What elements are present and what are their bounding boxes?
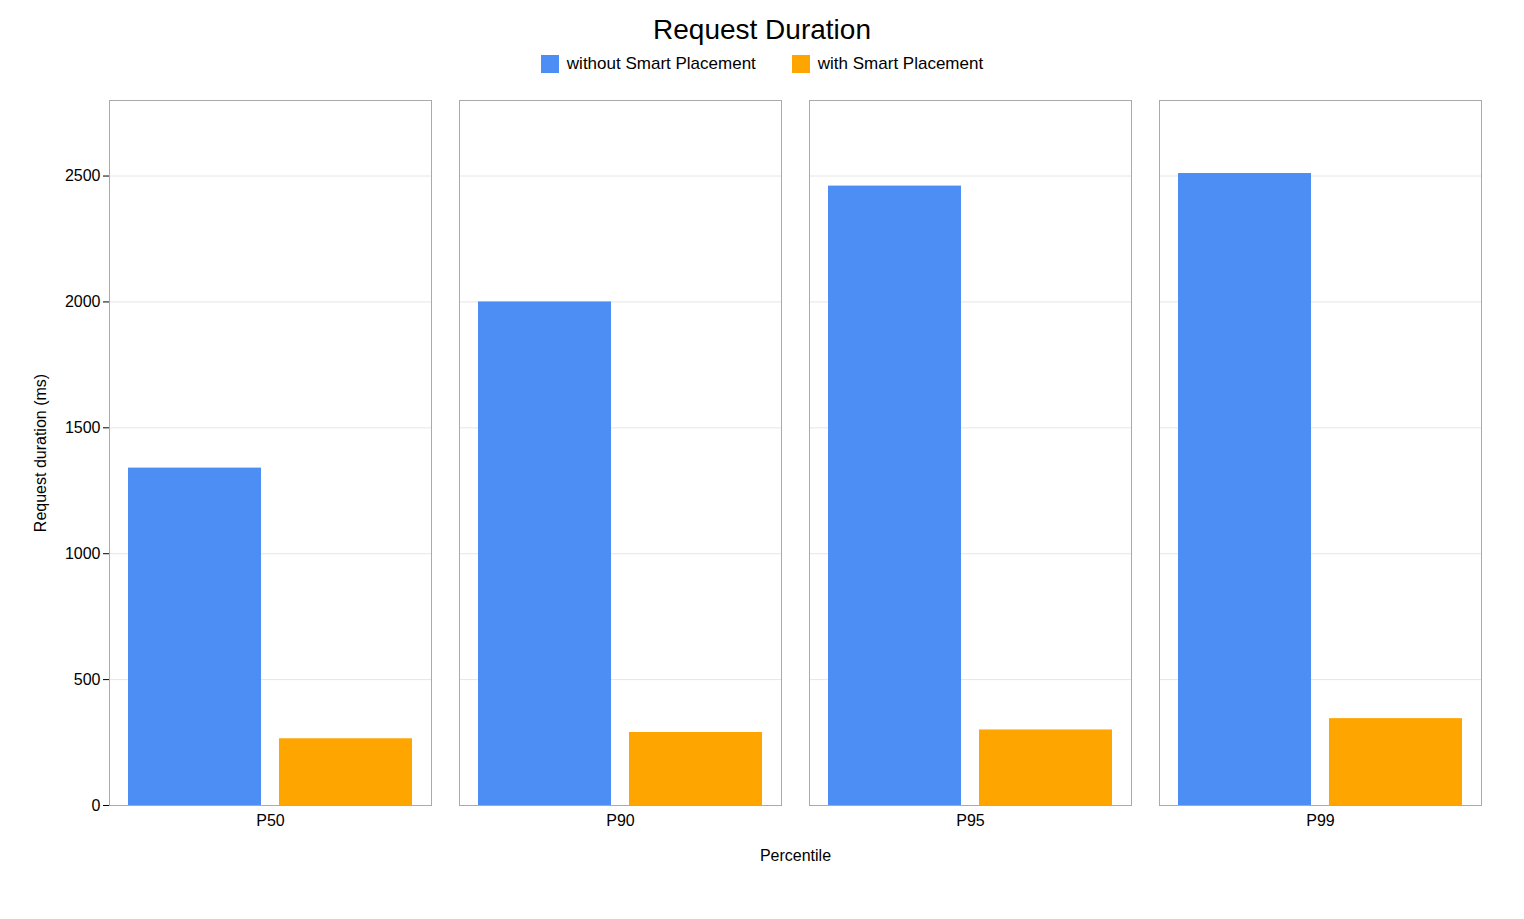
svg-text:P95: P95 — [956, 812, 985, 829]
svg-text:0: 0 — [92, 797, 101, 814]
svg-text:500: 500 — [74, 671, 101, 688]
svg-text:2000: 2000 — [65, 293, 101, 310]
svg-text:1500: 1500 — [65, 419, 101, 436]
svg-text:P90: P90 — [606, 812, 635, 829]
svg-text:Percentile: Percentile — [760, 847, 831, 864]
html-text:with Smart Placement: with Smart Placement — [817, 54, 984, 73]
svg-text:Request duration (ms): Request duration (ms) — [32, 374, 49, 532]
svg-text:P99: P99 — [1306, 812, 1335, 829]
svg-text:P50: P50 — [256, 812, 285, 829]
svg-text:2500: 2500 — [65, 167, 101, 184]
svg-text:1000: 1000 — [65, 545, 101, 562]
html-text:without Smart Placement: without Smart Placement — [566, 54, 756, 73]
html-text:Request Duration: Request Duration — [653, 14, 871, 45]
